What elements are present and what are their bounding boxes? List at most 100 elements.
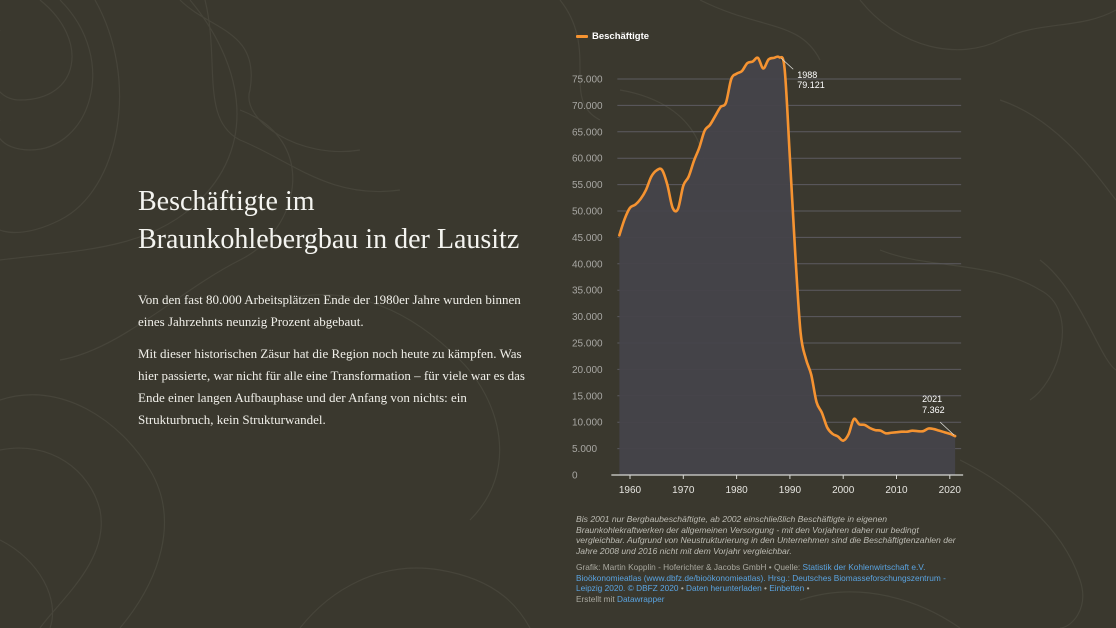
y-tick-label: 45.000 — [572, 233, 603, 244]
data-point — [826, 426, 829, 429]
y-tick-label: 30.000 — [572, 312, 603, 323]
data-point — [868, 427, 871, 430]
byline-separator: • — [804, 583, 810, 593]
source-link-continued[interactable]: Bioökonomieatlas (www.dbfz.de/bioökonomi… — [576, 572, 946, 594]
data-point — [666, 183, 669, 186]
annotation-value-2021: 7.362 — [922, 405, 945, 415]
data-point — [719, 105, 722, 108]
byline-separator: • — [678, 583, 687, 593]
x-tick-label: 1980 — [725, 485, 748, 496]
y-tick-label: 25.000 — [572, 339, 603, 350]
data-point — [778, 56, 781, 59]
created-with-label: Erstellt mit — [576, 593, 618, 604]
data-point — [660, 168, 663, 171]
story-text-block: Beschäftigte im Braunkohlebergbau in der… — [138, 183, 538, 441]
y-tick-label: 5.000 — [572, 444, 597, 455]
data-point — [847, 433, 850, 436]
y-tick-label: 75.000 — [572, 75, 603, 86]
data-point — [703, 129, 706, 132]
y-tick-label: 15.000 — [572, 391, 603, 402]
data-point — [932, 428, 935, 431]
data-point — [804, 357, 807, 360]
x-tick-label: 1960 — [619, 485, 642, 496]
data-point — [692, 159, 695, 162]
data-point — [831, 432, 834, 435]
data-point — [815, 401, 818, 404]
embed-link[interactable]: Einbetten — [769, 583, 805, 593]
data-point — [623, 217, 626, 220]
data-point — [794, 252, 797, 255]
data-point — [879, 429, 882, 432]
data-point — [767, 58, 770, 61]
data-point — [772, 56, 775, 59]
data-point — [906, 430, 909, 433]
data-point — [740, 70, 743, 73]
data-point — [788, 157, 791, 160]
data-point — [735, 72, 738, 75]
annotation-year-1988: 1988 — [797, 70, 817, 80]
data-point — [916, 430, 919, 433]
data-point — [890, 431, 893, 434]
data-point — [714, 114, 717, 117]
data-point — [863, 423, 866, 426]
source-link[interactable]: Statistik der Kohlenwirtschaft e.V. — [802, 562, 926, 572]
annotation-year-2021: 2021 — [922, 394, 942, 404]
y-tick-label: 40.000 — [572, 259, 603, 270]
data-point — [671, 206, 674, 209]
data-point — [874, 429, 877, 432]
y-tick-label: 50.000 — [572, 207, 603, 218]
chart-notes: Bis 2001 nur Bergbaubeschäftigte, ab 200… — [576, 514, 956, 556]
y-tick-label: 70.000 — [572, 101, 603, 112]
story-title: Beschäftigte im Braunkohlebergbau in der… — [138, 186, 520, 255]
data-point — [746, 62, 749, 65]
data-point — [698, 146, 701, 149]
data-point — [634, 203, 637, 206]
y-tick-label: 55.000 — [572, 180, 603, 191]
data-point — [938, 429, 941, 432]
y-tick-label: 60.000 — [572, 154, 603, 165]
data-point — [858, 423, 861, 426]
data-point — [927, 427, 930, 430]
y-tick-label: 10.000 — [572, 418, 603, 429]
legend-label-beschaeftigte: Beschäftigte — [592, 31, 650, 42]
data-point — [708, 123, 711, 126]
story-paragraph-1: Von den fast 80.000 Arbeitsplätzen Ende … — [138, 292, 521, 329]
y-tick-label: 0 — [572, 471, 578, 482]
download-data-link[interactable]: Daten herunterladen — [686, 583, 762, 593]
data-point — [783, 67, 786, 70]
chart-byline: Grafik: Martin Kopplin - Hoferichter & J… — [576, 562, 961, 604]
annotation-value-1988: 79.121 — [797, 80, 825, 90]
y-axis-tick-labels: 0 5.000 10.000 15.000 20.000 25.000 30.000 35.0… — [572, 75, 603, 482]
legend-swatch-beschaeftigte — [576, 35, 588, 38]
y-tick-label: 35.000 — [572, 286, 603, 297]
series-line-beschaeftigte[interactable] — [618, 55, 957, 442]
data-point — [644, 188, 647, 191]
x-tick-label: 1970 — [672, 485, 695, 496]
data-point — [948, 432, 951, 435]
data-point — [687, 175, 690, 178]
annotation-connector-2021 — [939, 421, 955, 436]
data-point — [836, 435, 839, 438]
x-tick-label: 2010 — [885, 485, 908, 496]
datawrapper-link[interactable]: Datawrapper — [617, 593, 665, 604]
annotation-connector-1988 — [780, 57, 794, 70]
data-point — [895, 431, 898, 434]
data-point — [810, 373, 813, 376]
data-point — [682, 184, 685, 187]
data-point — [730, 78, 733, 81]
data-point — [922, 430, 925, 433]
byline-credit: Grafik: Martin Kopplin - Hoferichter & J… — [576, 562, 803, 572]
data-point — [842, 439, 845, 442]
data-point — [629, 206, 632, 209]
y-tick-label: 20.000 — [572, 365, 603, 376]
data-point — [639, 197, 642, 200]
x-tick-label: 1990 — [779, 485, 802, 496]
data-point — [676, 207, 679, 210]
chart-legend: Beschäftigte — [576, 31, 649, 42]
data-point — [900, 430, 903, 433]
x-tick-label: 2000 — [832, 485, 855, 496]
data-point — [724, 101, 727, 104]
story-paragraph-2: Mit dieser historischen Zäsur hat die Re… — [138, 346, 525, 427]
